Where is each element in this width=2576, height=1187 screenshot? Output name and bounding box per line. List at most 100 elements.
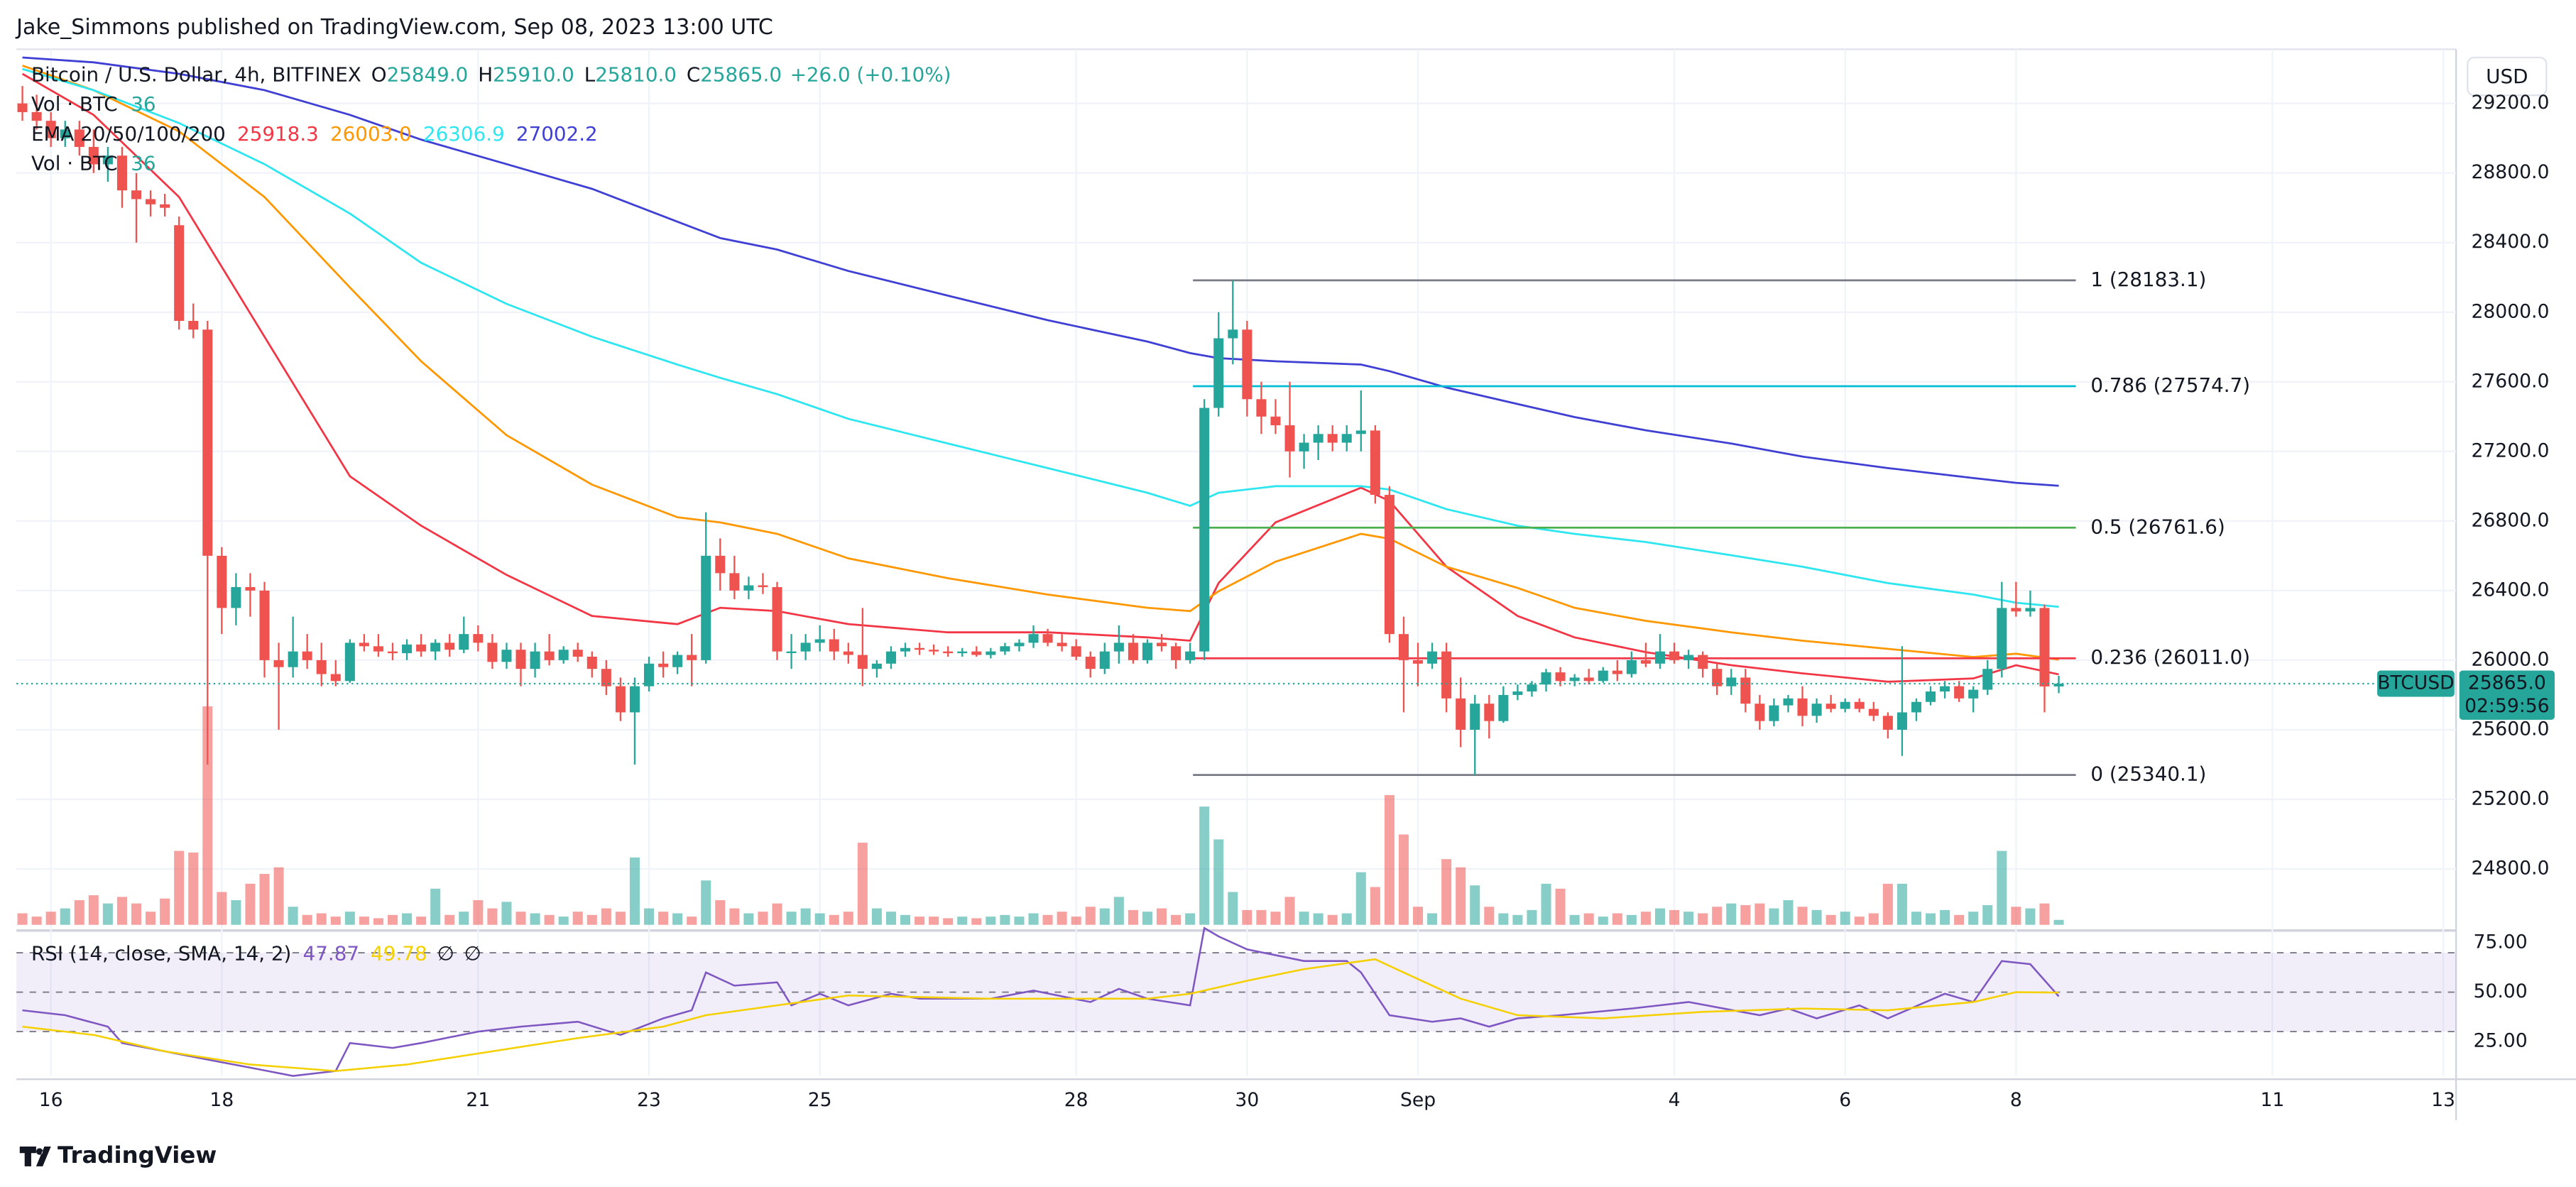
candle-body [1811, 704, 1822, 716]
candle-body [1968, 689, 1979, 699]
volume-bar [31, 917, 42, 925]
price-tag [2459, 670, 2555, 720]
candle-body [1341, 434, 1352, 443]
volume-bar [1583, 913, 1594, 925]
volume-bar [1384, 794, 1395, 925]
volume-bar [387, 914, 398, 925]
candle-body [2053, 683, 2064, 687]
volume-bar [1712, 907, 1723, 925]
candle-body [1270, 416, 1281, 426]
volume-bar [929, 917, 939, 925]
candle-body [843, 651, 853, 655]
candle-body [1228, 329, 1238, 339]
candle-body [1398, 634, 1409, 660]
x-tick-label: 6 [1839, 1089, 1851, 1111]
candle-body [1413, 660, 1424, 664]
volume-bar [116, 897, 127, 925]
candle-body [174, 225, 185, 322]
volume-bar [1626, 914, 1637, 925]
logo: TradingView [19, 1142, 217, 1169]
candle-body [643, 663, 655, 687]
volume-bar [1911, 912, 1921, 925]
volume-bar [986, 917, 996, 925]
candle-body [444, 642, 455, 650]
y-tick-label: 28800.0 [2471, 161, 2549, 183]
candle-body [1612, 670, 1622, 674]
volume-bar [1327, 914, 1338, 925]
candle-body [1284, 425, 1295, 452]
candle-body [1256, 399, 1267, 417]
candle-body [1057, 642, 1067, 647]
y-tick-label: 26400.0 [2471, 579, 2549, 601]
volume-pane [17, 706, 2064, 925]
ema-line [22, 67, 2059, 608]
candle-body [45, 121, 56, 138]
volume-value: 36 [131, 151, 155, 175]
candle-body [772, 586, 782, 652]
volume-bar [1185, 913, 1196, 925]
candle-body [1384, 495, 1395, 635]
candle-body [231, 586, 241, 608]
volume-bar [273, 867, 284, 925]
candle-body [1427, 651, 1438, 664]
candle-body [459, 634, 469, 650]
candle-body [1669, 651, 1680, 660]
candle-body [416, 644, 427, 652]
legend-row: RSI (14, close, SMA, 14, 2) 47.87 49.78 ∅ ∅ [31, 941, 481, 965]
volume-bar [1997, 850, 2007, 925]
price-tag-value: 25865.0 [2468, 672, 2546, 694]
candle-body [1583, 677, 1594, 682]
x-tick-label: 16 [39, 1089, 63, 1111]
x-tick-label: 18 [209, 1089, 234, 1111]
candle-body [1740, 677, 1751, 704]
candle-body [1896, 712, 1907, 730]
volume-bar [1099, 908, 1110, 925]
volume-bar [1512, 914, 1523, 925]
volume-bar [45, 912, 56, 925]
candle-body [1882, 716, 1893, 730]
volume-bar [174, 850, 185, 925]
fib-level-label: 0.236 (26011.0) [2090, 645, 2250, 669]
volume-bar [857, 842, 868, 925]
candle-body [302, 651, 312, 660]
x-tick-label: Sep [1400, 1089, 1436, 1111]
candle-body [1982, 669, 1993, 690]
currency-button[interactable] [2467, 56, 2548, 97]
volume-bar [1242, 909, 1252, 925]
candle-body [1654, 651, 1665, 664]
candle-body [1014, 642, 1025, 647]
volume-bar [1470, 885, 1480, 925]
candle-body [245, 586, 256, 591]
volume-bar [402, 913, 413, 925]
volume-bar [829, 914, 839, 925]
rsi-tick-label: 75.00 [2473, 931, 2527, 953]
candle-body [1000, 646, 1010, 652]
volume-bar [1128, 909, 1138, 925]
candle-body [915, 647, 925, 650]
volume-bar [330, 917, 341, 925]
volume-bar [701, 880, 711, 925]
volume-bar [1057, 912, 1067, 925]
candle-body [160, 204, 170, 208]
y-tick-label: 26000.0 [2471, 648, 2549, 670]
candle-body [800, 642, 811, 652]
x-tick-label: 8 [2010, 1089, 2022, 1111]
volume-bar [1640, 912, 1651, 925]
volume-bar [188, 852, 199, 925]
candle-body [1470, 704, 1480, 730]
rsi-pane: 25.00 50.00 75.00 [16, 926, 2528, 1077]
volume-bar [1769, 908, 1779, 925]
volume-bar [88, 895, 99, 925]
volume-bar [202, 706, 213, 925]
volume-bar [1940, 909, 1950, 925]
volume-bar [672, 913, 683, 925]
candle-body [586, 657, 597, 669]
fib-level-label: 0 (25340.1) [2090, 762, 2206, 786]
candle-body [501, 650, 512, 662]
candle-body [2025, 608, 2036, 612]
x-tick-label: 23 [637, 1089, 661, 1111]
volume-bar [1370, 887, 1380, 925]
candle-body [359, 642, 369, 647]
x-tick-label: 30 [1235, 1089, 1259, 1111]
